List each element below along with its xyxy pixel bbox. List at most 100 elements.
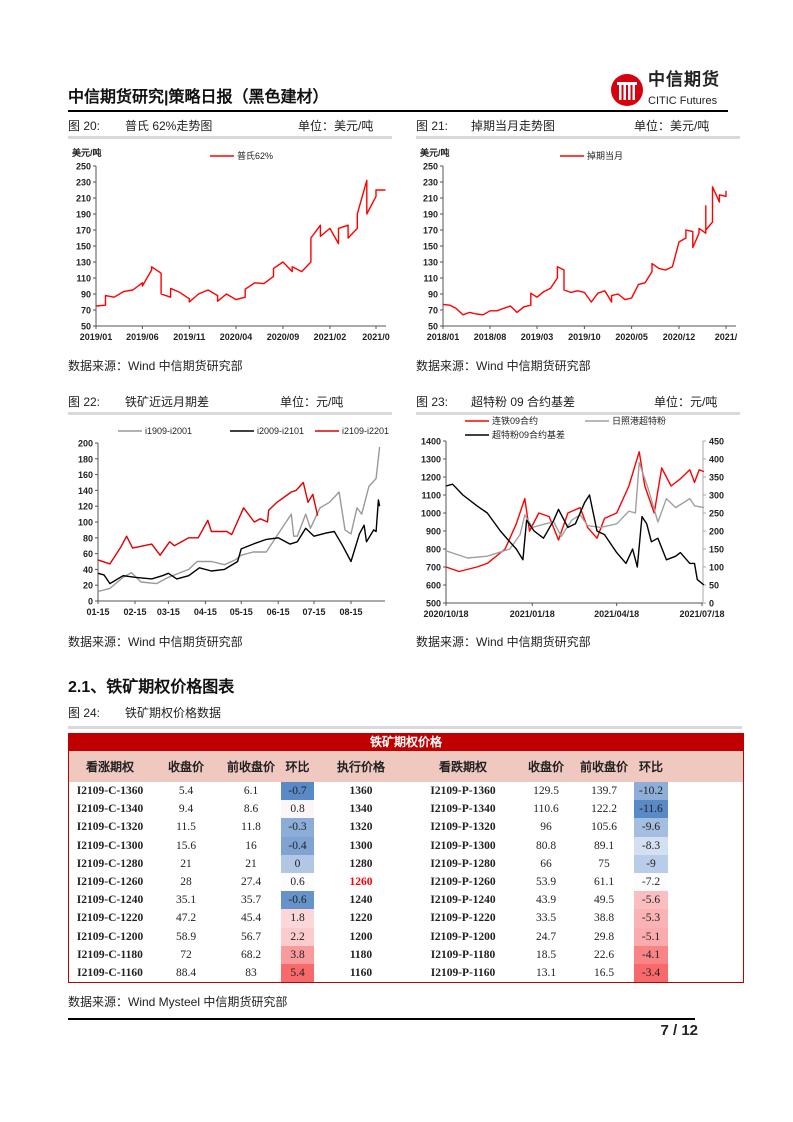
y-tick-label: 230 <box>423 178 438 188</box>
put-change-cell: -10.2 <box>634 782 668 801</box>
figure-23-unit: 单位：元/吨 <box>654 395 718 409</box>
put-prev-close-cell: 16.5 <box>593 966 615 979</box>
y2-tick-label: 200 <box>709 527 724 537</box>
put-change-cell: -11.6 <box>634 800 668 819</box>
figure-21-unit: 单位：美元/吨 <box>634 119 710 133</box>
call-option-cell: I2109-C-1240 <box>76 894 144 907</box>
y-tick-label: 1400 <box>421 437 441 447</box>
figure-23-source: 数据来源：Wind 中信期货研究部 <box>416 635 591 649</box>
header-put-close: 收盘价 <box>527 759 564 774</box>
y-tick-label: 800 <box>426 545 441 555</box>
table-row: I2109-C-1200 58.9 56.7 2.2 1200 I2109-P-1200 2… <box>69 927 743 946</box>
table-row: I2109-C-1180 72 68.2 3.8 1180 I2109-P-1180 18.… <box>69 945 743 964</box>
figure-20-number: 图 20: <box>68 119 101 133</box>
table-body: I2109-C-1360 5.4 6.1 -0.7 1360 I2109-P-1360 12… <box>69 782 743 983</box>
table-row: I2109-C-1320 11.5 11.8 -0.3 1320 I2109-P-1320… <box>69 818 743 837</box>
put-change-cell: -4.1 <box>634 945 668 964</box>
put-change-cell: -9 <box>634 854 668 873</box>
put-option-cell: I2109-P-1280 <box>430 857 496 870</box>
y-tick-label: 80 <box>83 533 93 543</box>
header-strike-price: 执行价格 <box>336 759 385 774</box>
call-prev-close-cell: 21 <box>245 857 257 870</box>
call-prev-close-cell: 8.6 <box>243 803 259 816</box>
call-change-cell: 0.6 <box>281 872 314 892</box>
y2-tick-label: 250 <box>709 509 724 519</box>
series-line-1 <box>442 186 727 316</box>
y-tick-label: 900 <box>426 527 441 537</box>
x-tick-label: 03-15 <box>157 607 180 617</box>
call-close-cell: 35.1 <box>175 894 197 907</box>
legend-label: 日照港超特粉 <box>612 415 666 426</box>
call-prev-close-cell: 83 <box>245 966 257 979</box>
figure-24-rule <box>68 726 742 729</box>
table-row: I2109-C-1240 35.1 35.7 -0.6 1240 I2109-P-1240… <box>69 891 743 910</box>
figure-24-number: 图 24: <box>68 706 101 720</box>
y-tick-label: 110 <box>76 274 91 284</box>
put-change-cell: -5.1 <box>634 927 668 946</box>
y-tick-label: 210 <box>76 194 91 204</box>
y-tick-label: 1000 <box>421 509 441 519</box>
series-line-2 <box>445 461 705 559</box>
legend-label: 超特粉09合约基差 <box>492 429 565 440</box>
call-change-cell: 2.2 <box>281 927 314 946</box>
figure-20-unit: 单位：美元/吨 <box>298 119 374 133</box>
y-tick-label: 200 <box>78 439 93 449</box>
strike-price-cell: 1360 <box>349 785 373 798</box>
y-tick-label: 90 <box>81 290 91 300</box>
call-close-cell: 21 <box>180 857 192 870</box>
header-call-option: 看涨期权 <box>85 759 134 774</box>
put-option-cell: I2109-P-1320 <box>430 821 496 834</box>
strike-price-cell: 1240 <box>349 894 373 907</box>
put-close-cell: 96 <box>540 821 552 834</box>
y-tick-label: 170 <box>423 226 438 236</box>
y-tick-label: 190 <box>423 210 438 220</box>
y-tick-label: 70 <box>428 306 438 316</box>
figure-20-title: 普氏 62%走势图 <box>125 119 213 133</box>
legend-label: 连铁09合约 <box>492 415 538 426</box>
y2-tick-label: 400 <box>709 455 724 465</box>
call-close-cell: 58.9 <box>175 930 197 943</box>
call-prev-close-cell: 68.2 <box>240 948 262 961</box>
chart-svg: 50 70 90 110 130 150 170 190 210 230 250 2018/01 201… <box>420 147 738 342</box>
call-option-cell: I2109-C-1280 <box>76 857 144 870</box>
figure-23-rule <box>416 412 740 415</box>
call-change-cell: 5.4 <box>281 963 314 983</box>
table-row: I2109-C-1340 9.4 8.6 0.8 1340 I2109-P-1340 110… <box>69 800 743 819</box>
legend-label: i2109-i2201 <box>342 426 389 436</box>
put-change-cell: -8.3 <box>634 836 668 855</box>
figure-22-source: 数据来源：Wind 中信期货研究部 <box>68 635 243 649</box>
x-tick-label: 2019/06 <box>126 332 159 342</box>
figure-24-source: 数据来源：Wind Mysteel 中信期货研究部 <box>68 995 288 1009</box>
page-number: 7 / 12 <box>660 1022 698 1039</box>
logo-text-en: CITIC Futures <box>648 95 718 107</box>
call-change-cell: -0.7 <box>281 782 314 801</box>
chart-iron-ore-spreads: 0 20 40 60 80 100 120 140 160 180 200 01-15 02-15 03-… <box>60 410 400 630</box>
figure-22-rule <box>68 412 392 415</box>
put-change-cell: -5.6 <box>634 891 668 910</box>
x-tick-label: 2019/01 <box>80 332 113 342</box>
y-tick-label: 100 <box>78 518 93 528</box>
put-close-cell: 129.5 <box>533 785 559 798</box>
x-tick-label: 2021/01/18 <box>510 609 555 619</box>
y-tick-label: 20 <box>83 581 93 591</box>
y2-tick-label: 350 <box>709 473 724 483</box>
call-close-cell: 28 <box>180 876 192 889</box>
y-tick-label: 130 <box>423 258 438 268</box>
y-tick-label: 150 <box>76 242 91 252</box>
call-change-cell: -0.3 <box>281 818 314 837</box>
y-tick-label: 90 <box>428 290 438 300</box>
call-close-cell: 5.4 <box>178 785 194 798</box>
y-tick-label: 170 <box>76 226 91 236</box>
call-prev-close-cell: 16 <box>245 839 257 852</box>
put-prev-close-cell: 105.6 <box>591 821 617 834</box>
report-title: 中信期货研究|策略日报（黑色建材） <box>68 89 329 106</box>
legend-label: i1909-i2001 <box>145 426 192 436</box>
put-prev-close-cell: 38.8 <box>593 912 615 925</box>
put-option-cell: I2109-P-1340 <box>430 803 496 816</box>
call-prev-close-cell: 27.4 <box>240 876 262 889</box>
call-option-cell: I2109-C-1160 <box>77 966 143 979</box>
y-tick-label: 210 <box>423 194 438 204</box>
y-tick-label: 250 <box>423 162 438 172</box>
x-tick-label: 2020/05 <box>615 332 648 342</box>
legend-label: i2009-i2101 <box>257 426 304 436</box>
